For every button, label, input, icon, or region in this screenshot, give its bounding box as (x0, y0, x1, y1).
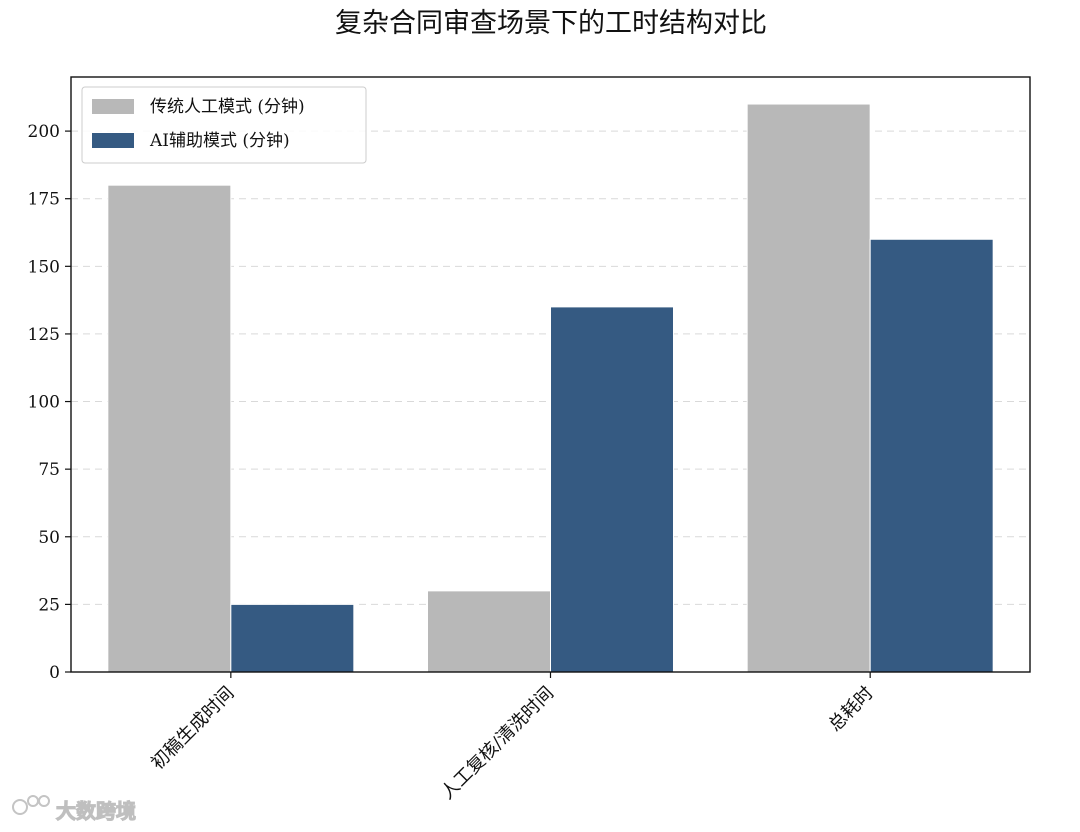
bar-traditional (427, 590, 551, 673)
watermark: 大数跨境 (12, 795, 137, 824)
y-tick-label: 25 (38, 595, 60, 615)
watermark-logo-icon (12, 795, 50, 815)
y-tick-label: 200 (28, 122, 60, 142)
bar-traditional (107, 184, 232, 673)
y-tick-label: 125 (28, 325, 60, 345)
y-axis: 0 25 50 75 100 125 150 175 200 (28, 122, 71, 683)
y-tick-label: 75 (38, 460, 60, 480)
bar-series (107, 103, 994, 673)
bar-ai (869, 238, 994, 673)
y-tick-label: 150 (28, 257, 60, 277)
bar-ai (550, 306, 674, 673)
bar-traditional (746, 103, 871, 673)
legend: 传统人工模式 (分钟) AI辅助模式 (分钟) (81, 86, 367, 164)
bar-ai (230, 603, 355, 673)
y-tick-label: 175 (28, 190, 60, 210)
chart-title: 复杂合同审查场景下的工时结构对比 (335, 8, 767, 39)
legend-box (81, 86, 367, 164)
legend-label-traditional: 传统人工模式 (分钟) (150, 97, 305, 117)
legend-label-ai: AI辅助模式 (分钟) (149, 131, 290, 151)
legend-swatch-traditional (92, 99, 134, 114)
y-tick-label: 0 (49, 663, 60, 683)
y-tick-label: 100 (28, 393, 60, 413)
y-tick-label: 50 (38, 528, 60, 548)
legend-swatch-ai (92, 133, 134, 148)
watermark-text: 大数跨境 (56, 799, 136, 823)
